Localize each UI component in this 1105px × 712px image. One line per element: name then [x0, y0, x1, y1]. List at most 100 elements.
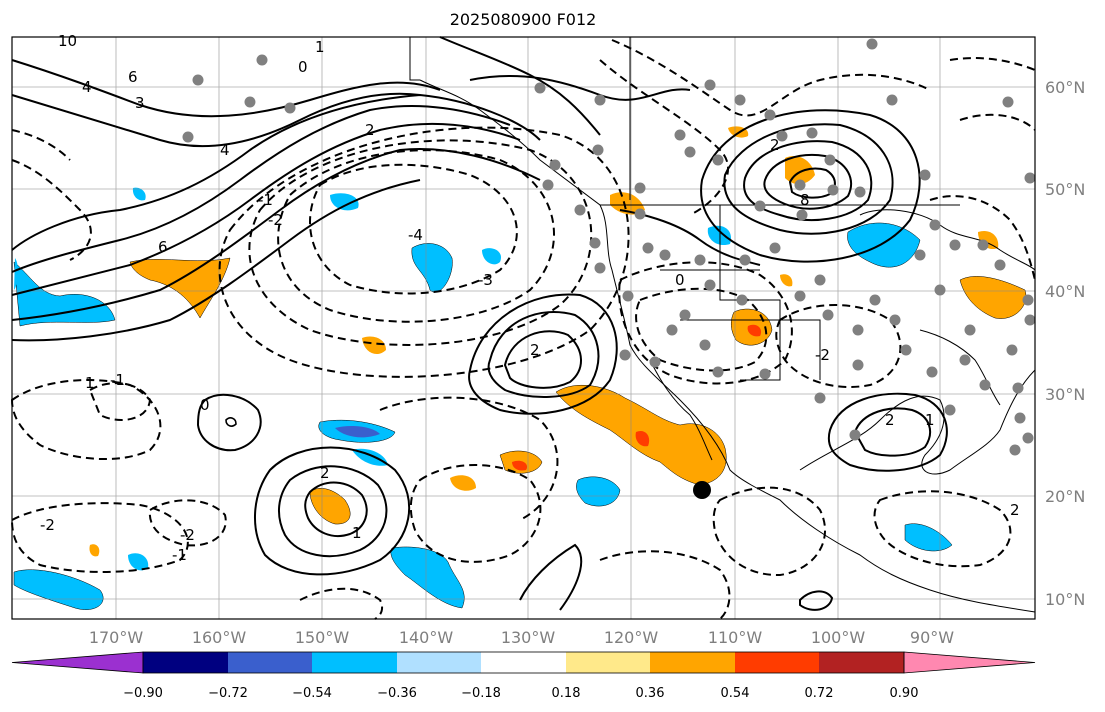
- negative-shade: [390, 546, 465, 609]
- contour-label: 2: [365, 121, 375, 139]
- lon-label: 150°W: [295, 628, 350, 647]
- lat-label: 20°N: [1045, 487, 1085, 506]
- contour-label: -1: [258, 191, 273, 209]
- longitude-labels: 170°W 160°W 150°W 140°W 130°W 120°W 110°…: [89, 628, 954, 647]
- negative-shade: [335, 426, 380, 438]
- negative-shade: [13, 261, 116, 327]
- contour-label: 1: [315, 38, 325, 56]
- negative-shade: [707, 225, 731, 246]
- contour-label: 2: [770, 136, 780, 154]
- colorbar-tick: 0.36: [636, 686, 665, 701]
- lat-label: 50°N: [1045, 180, 1085, 199]
- contour-label: 6: [158, 238, 168, 256]
- positive-shade: [309, 488, 351, 525]
- colorbar-tick: 0.18: [552, 686, 581, 701]
- colorbar: −0.90 −0.72 −0.54 −0.36 −0.18 0.18 0.36 …: [11, 651, 1036, 701]
- positive-shade: [780, 274, 793, 287]
- colorbar-tick: −0.90: [123, 686, 163, 701]
- lon-label: 110°W: [708, 628, 763, 647]
- colorbar-tick: 0.90: [890, 686, 919, 701]
- contour-label: 8: [800, 191, 810, 209]
- colorbar-tick: −0.72: [208, 686, 248, 701]
- negative-shade: [128, 553, 149, 571]
- coastlines: [409, 37, 1036, 613]
- negative-shade: [13, 569, 104, 610]
- colorbar-cell: [143, 652, 228, 673]
- latitude-labels: 60°N 50°N 40°N 30°N 20°N 10°N: [1045, 78, 1085, 609]
- lat-label: 40°N: [1045, 282, 1085, 301]
- colorbar-cell: [312, 652, 397, 673]
- contour-label: -2: [180, 526, 195, 544]
- colorbar-tick-labels: −0.90 −0.72 −0.54 −0.36 −0.18 0.18 0.36 …: [123, 686, 918, 701]
- contour-label: 6: [128, 68, 138, 86]
- colorbar-tick: −0.54: [292, 686, 332, 701]
- positive-shade: [129, 257, 231, 319]
- contour-label: 3: [135, 94, 145, 112]
- positive-shade: [747, 324, 762, 337]
- negative-shade: [847, 222, 921, 268]
- lon-label: 100°W: [811, 628, 866, 647]
- station-dots: [182, 38, 1036, 456]
- colorbar-cell: [228, 652, 312, 673]
- negative-shade: [352, 448, 388, 466]
- colorbar-tick: −0.18: [461, 686, 501, 701]
- contour-label: 1: [352, 524, 362, 542]
- colorbar-extend-high: [903, 651, 1036, 674]
- contour-label: 1: [925, 411, 935, 429]
- contour-label: 0: [200, 396, 210, 414]
- map-frame: [11, 36, 1036, 620]
- colorbar-cell: [481, 652, 566, 673]
- lat-label: 10°N: [1045, 590, 1085, 609]
- colorbar-cell: [650, 652, 735, 673]
- contour-label: -3: [478, 271, 493, 289]
- positive-shade: [512, 460, 528, 471]
- negative-shade: [132, 187, 146, 201]
- lon-label: 160°W: [192, 628, 247, 647]
- negative-shade: [576, 476, 621, 507]
- lon-label: 120°W: [604, 628, 659, 647]
- contour-label: 2: [530, 341, 540, 359]
- map-title: 2025080900 F012: [449, 10, 597, 29]
- contour-label: 2: [885, 411, 895, 429]
- colorbar-tick: 0.72: [805, 686, 834, 701]
- contour-label: 2: [320, 464, 330, 482]
- contour-label: 4: [82, 78, 92, 96]
- positive-shade: [362, 336, 386, 354]
- contour-label: 0: [675, 271, 685, 289]
- contour-label: 2: [1010, 501, 1020, 519]
- lon-label: 140°W: [399, 628, 454, 647]
- positive-shade: [89, 544, 100, 557]
- contour-label: 0: [298, 58, 308, 76]
- contour-label: 4: [220, 141, 230, 159]
- map-background: [12, 37, 1035, 619]
- negative-shade: [330, 193, 359, 211]
- storm-center-marker: [693, 481, 711, 499]
- colorbar-cells: [11, 651, 1036, 674]
- map-panel: 10 6 4 3 2 1 0 -1 -2 -3 -4 4 6 8 2 1 0 -…: [10, 32, 1036, 620]
- negative-shade: [14, 258, 18, 290]
- contour-label: 1: [85, 374, 95, 392]
- contour-label: -2: [815, 346, 830, 364]
- positive-shade: [635, 430, 650, 447]
- negative-shade: [482, 248, 501, 265]
- contour-label: -1: [110, 371, 125, 389]
- negative-shade: [411, 243, 453, 293]
- colorbar-cell: [819, 652, 904, 673]
- colorbar-extend-low: [11, 651, 144, 674]
- colorbar-cell: [397, 652, 481, 673]
- contour-label: -1: [172, 546, 187, 564]
- contour-label-layer: 10 6 4 3 2 1 0 -1 -2 -3 -4 4 6 8 2 1 0 -…: [40, 32, 1020, 564]
- colorbar-tick: 0.54: [721, 686, 750, 701]
- lat-label: 30°N: [1045, 385, 1085, 404]
- lat-label: 60°N: [1045, 78, 1085, 97]
- colorbar-cell: [566, 652, 650, 673]
- colorbar-tick: −0.36: [377, 686, 417, 701]
- colorbar-cell: [735, 652, 819, 673]
- contour-label: -4: [408, 226, 423, 244]
- colorbar-outline: [142, 651, 905, 674]
- contour-label: -2: [40, 516, 55, 534]
- contour-label: -2: [268, 211, 283, 229]
- positive-shade: [610, 192, 645, 215]
- lon-label: 130°W: [501, 628, 556, 647]
